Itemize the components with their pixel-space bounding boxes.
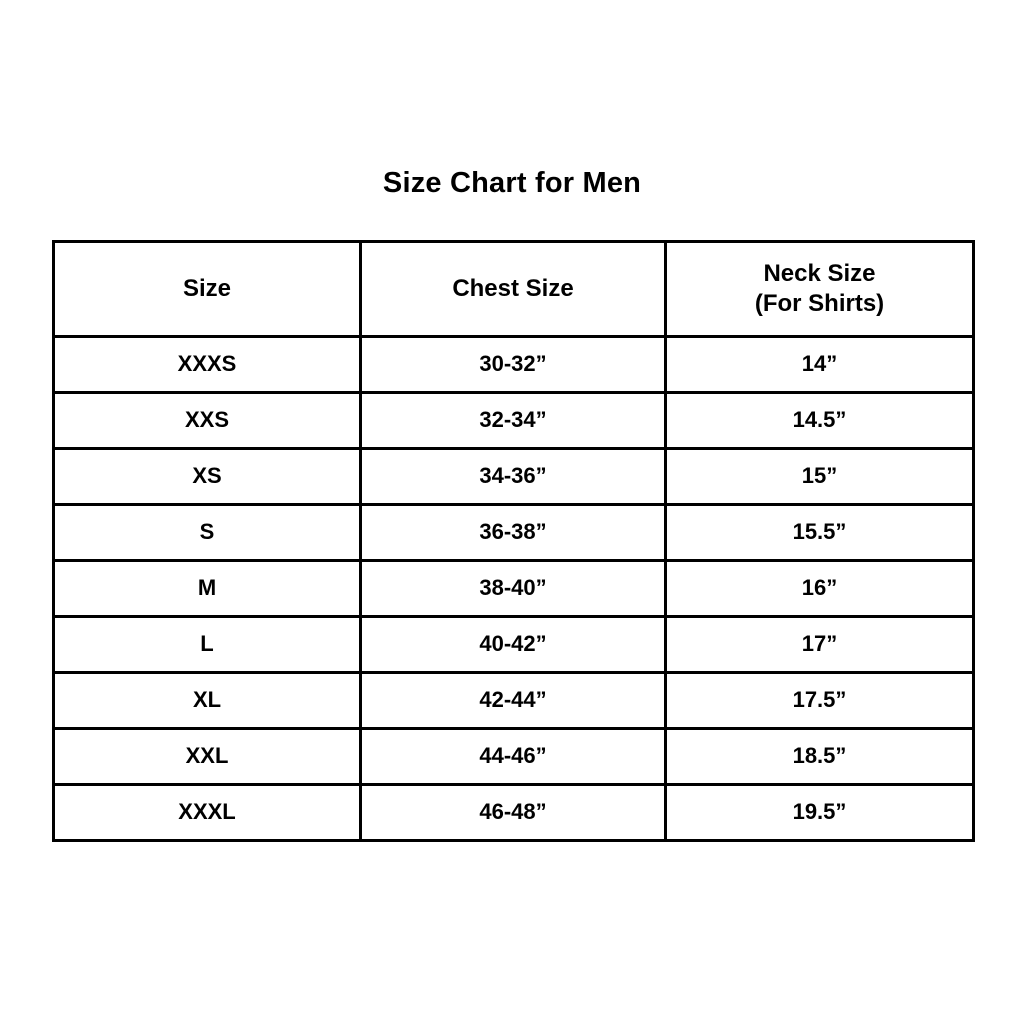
page-title: Size Chart for Men <box>382 167 642 199</box>
size-chart-table: Size Chest Size Neck Size (For Shirts) X… <box>52 240 975 842</box>
cell-size: XXL <box>52 727 362 786</box>
cell-chest-size: 42-44” <box>359 671 667 730</box>
cell-size: XS <box>52 447 362 506</box>
table-header-row: Size Chest Size Neck Size (For Shirts) <box>52 240 975 338</box>
column-header-neck-size-label: Neck Size <box>763 260 876 287</box>
cell-neck-size: 17” <box>664 615 975 674</box>
cell-size: S <box>52 503 362 562</box>
cell-size: XXS <box>52 391 362 450</box>
table-header: Size Chest Size Neck Size (For Shirts) <box>52 240 975 338</box>
cell-neck-size: 19.5” <box>664 783 975 842</box>
table-row: XXXS 30-32” 14” <box>52 335 975 394</box>
table-row: XS 34-36” 15” <box>52 447 975 506</box>
cell-chest-size: 38-40” <box>359 559 667 618</box>
cell-neck-size: 18.5” <box>664 727 975 786</box>
cell-size: M <box>52 559 362 618</box>
table-row: XL 42-44” 17.5” <box>52 671 975 730</box>
cell-chest-size: 44-46” <box>359 727 667 786</box>
column-header-chest-size: Chest Size <box>359 240 667 338</box>
table-row: XXS 32-34” 14.5” <box>52 391 975 450</box>
table-row: S 36-38” 15.5” <box>52 503 975 562</box>
table-row: L 40-42” 17” <box>52 615 975 674</box>
cell-neck-size: 14.5” <box>664 391 975 450</box>
cell-size: L <box>52 615 362 674</box>
cell-chest-size: 30-32” <box>359 335 667 394</box>
cell-size: XL <box>52 671 362 730</box>
cell-neck-size: 15.5” <box>664 503 975 562</box>
cell-chest-size: 46-48” <box>359 783 667 842</box>
cell-neck-size: 15” <box>664 447 975 506</box>
cell-chest-size: 40-42” <box>359 615 667 674</box>
column-header-size-label: Size <box>182 275 232 302</box>
cell-size: XXXL <box>52 783 362 842</box>
column-header-neck-size-sublabel: (For Shirts) <box>754 290 885 317</box>
table-row: XXL 44-46” 18.5” <box>52 727 975 786</box>
cell-neck-size: 17.5” <box>664 671 975 730</box>
table-body: XXXS 30-32” 14” XXS 32-34” 14.5” XS 34-36” 15” S 3… <box>52 335 975 842</box>
cell-chest-size: 34-36” <box>359 447 667 506</box>
table-row: XXXL 46-48” 19.5” <box>52 783 975 842</box>
cell-chest-size: 36-38” <box>359 503 667 562</box>
cell-neck-size: 16” <box>664 559 975 618</box>
column-header-size: Size <box>52 240 362 338</box>
cell-size: XXXS <box>52 335 362 394</box>
cell-neck-size: 14” <box>664 335 975 394</box>
column-header-neck-size: Neck Size (For Shirts) <box>664 240 975 338</box>
cell-chest-size: 32-34” <box>359 391 667 450</box>
column-header-chest-size-label: Chest Size <box>452 275 574 302</box>
table-row: M 38-40” 16” <box>52 559 975 618</box>
